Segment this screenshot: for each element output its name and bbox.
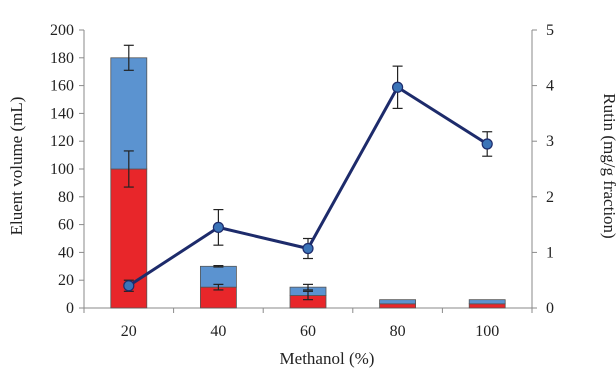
x-tick-label: 60 [300,323,316,340]
y2-tick-label: 0 [546,300,554,317]
x-axis-title: Methanol (%) [280,349,375,368]
y-tick-label: 80 [58,189,74,206]
y-tick-label: 160 [50,78,74,95]
y2-tick-label: 3 [546,133,554,150]
rutin-point [123,280,135,292]
y-tick-label: 40 [58,244,74,261]
y2-tick-label: 1 [546,244,554,261]
y2-axis-title: Rutin (mg/g fraction) [600,93,616,238]
x-tick-label: 100 [475,323,499,340]
x-tick-label: 80 [390,323,406,340]
y-tick-label: 20 [58,272,74,289]
y-tick-label: 0 [66,300,74,317]
bar-segment-1 [468,303,506,309]
y-axis-title: Eluent volume (mL) [7,97,26,236]
rutin-point [481,138,493,150]
rutin-point [212,221,224,233]
bar-segment-1 [379,303,417,309]
x-tick-label: 40 [210,323,226,340]
bar-segment-1 [110,168,148,309]
x-tick-label: 20 [121,323,137,340]
y-tick-label: 100 [50,161,74,178]
y-tick-label: 60 [58,217,74,234]
y-tick-label: 120 [50,133,74,150]
y2-tick-label: 4 [546,78,554,95]
y2-tick-label: 2 [546,189,554,206]
plot-area: 0 20 40 60 80 100 120 140 160 180 200 0 1 2 3 4 5 20 40 60 8… [50,22,554,340]
bar-segment-2 [468,299,506,305]
y-tick-label: 200 [50,22,74,39]
y-tick-label: 180 [50,50,74,67]
rutin-point [302,242,314,255]
y2-tick-label: 5 [546,22,554,39]
rutin-point [392,81,404,93]
bar-segment-2 [379,299,417,305]
y-tick-label: 140 [50,105,74,122]
